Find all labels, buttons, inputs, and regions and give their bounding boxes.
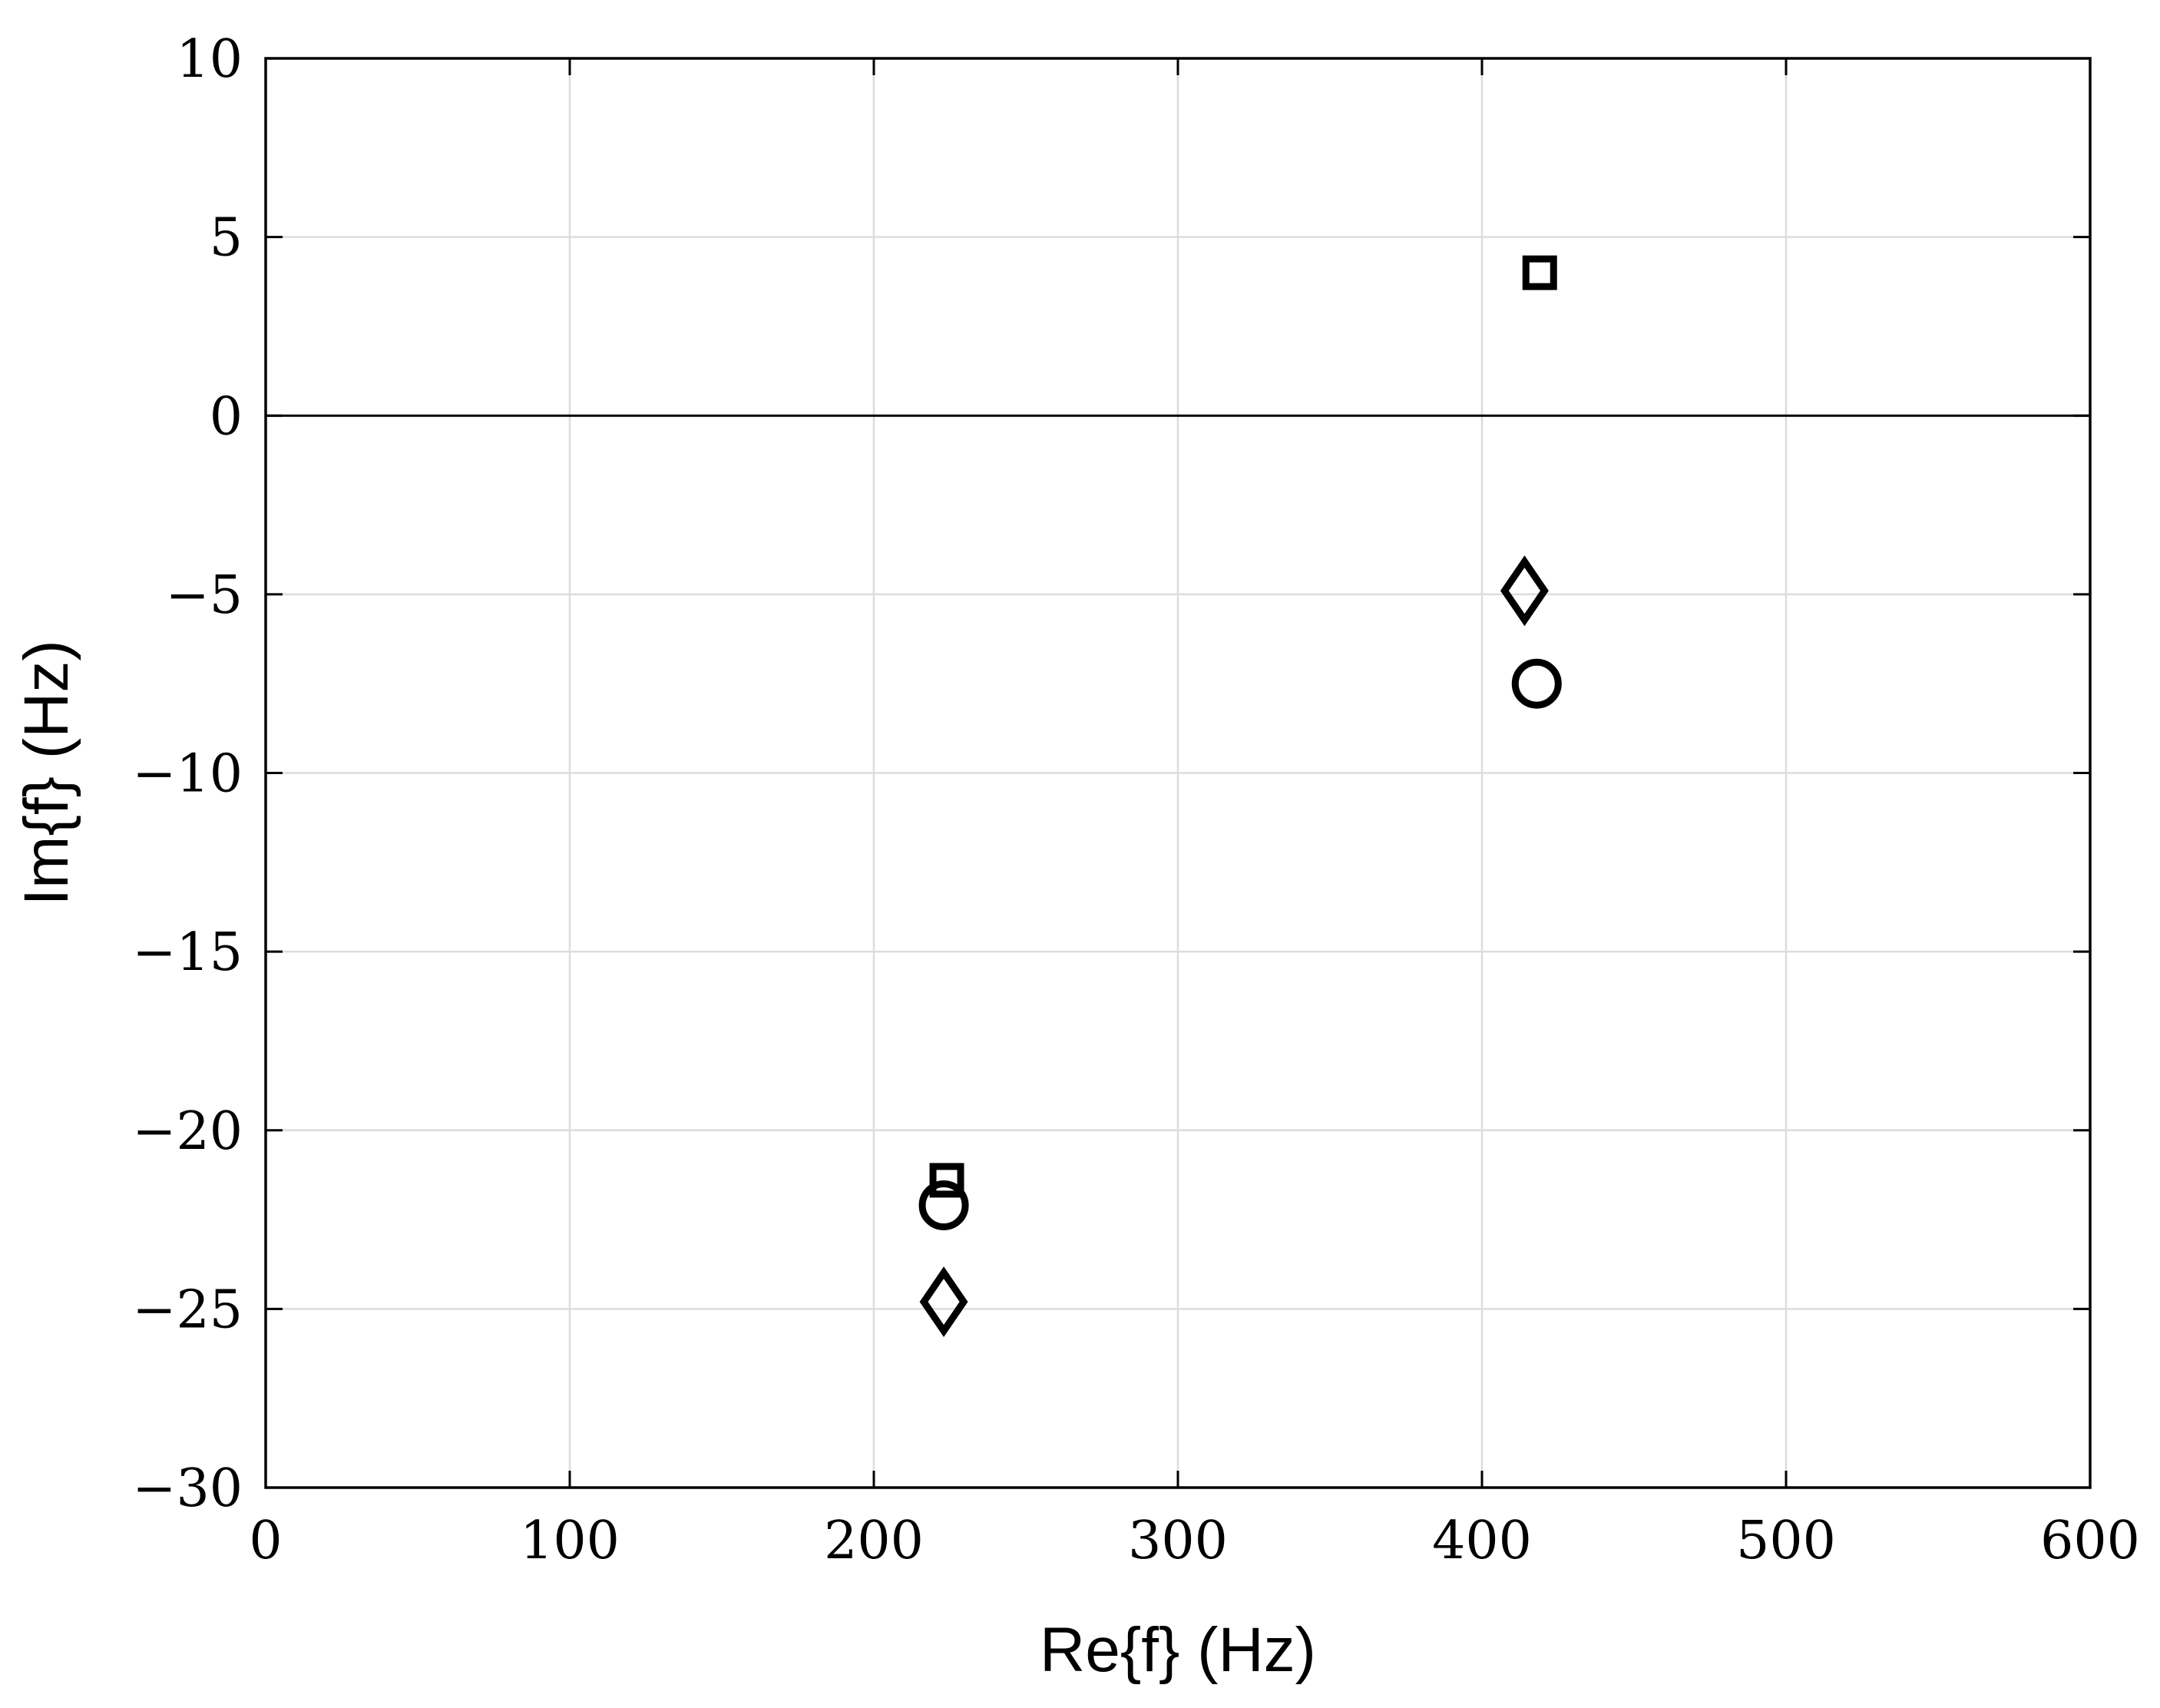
circle-marker (918, 1180, 969, 1230)
circle-marker (1511, 658, 1562, 709)
diamond-marker (1500, 555, 1549, 627)
data-markers (918, 255, 1562, 1338)
x-tick-label: 600 (2040, 1511, 2140, 1571)
y-tick-label: −5 (166, 565, 243, 626)
y-axis-title: Im{f} (Hz) (12, 640, 81, 905)
y-tick-label: −25 (132, 1279, 243, 1340)
x-tick-label: 300 (1128, 1511, 1228, 1571)
y-tick-label: −30 (132, 1458, 243, 1519)
y-tick-label: −15 (132, 922, 243, 983)
x-tick-label: 0 (249, 1511, 282, 1571)
y-tick-label: 5 (210, 208, 243, 269)
square-marker (1522, 255, 1557, 290)
x-tick-label: 100 (520, 1511, 620, 1571)
y-tick-label: −10 (132, 744, 243, 805)
plot-area-frame (264, 57, 2092, 1489)
x-tick-label: 400 (1432, 1511, 1532, 1571)
grid-lines (264, 57, 2092, 1489)
y-tick-labels: 10 5 0 −5 −10 −15 −20 −25 −30 (132, 29, 243, 1519)
y-tick-label: 10 (176, 29, 243, 90)
diamond-marker (919, 1266, 968, 1338)
y-tick-label: 0 (210, 386, 243, 447)
x-tick-label: 200 (824, 1511, 924, 1571)
square-marker (929, 1163, 964, 1198)
x-tick-labels: 0 100 200 300 400 500 600 (249, 1511, 2140, 1571)
x-tick-label: 500 (1736, 1511, 1836, 1571)
y-tick-label: −20 (132, 1101, 243, 1162)
x-axis-title: Re{f} (Hz) (1040, 1615, 1316, 1685)
